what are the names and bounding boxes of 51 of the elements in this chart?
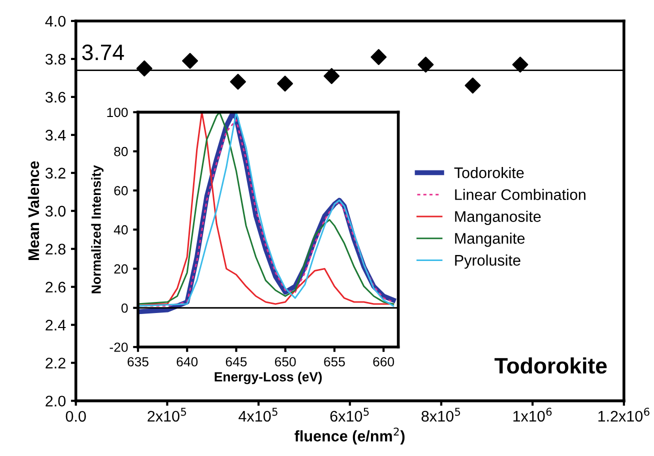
y-axis-title: Normalized Intensity bbox=[91, 165, 104, 294]
x-tick-label: 1.2x10$^{6}$ bbox=[598, 408, 650, 422]
x-tick-label: 2x10$^{5}$ bbox=[148, 408, 186, 422]
y-tick-label: 80 bbox=[114, 146, 128, 156]
legend-label: Manganite bbox=[455, 232, 525, 247]
y-tick-label: 3.4 bbox=[45, 130, 66, 141]
point bbox=[512, 56, 528, 73]
legend-label: Manganosite bbox=[455, 210, 541, 225]
x-tick-label: 645 bbox=[226, 357, 247, 366]
y-tick-label: 60 bbox=[114, 186, 128, 196]
x-tick-label: 0.0 bbox=[66, 410, 86, 422]
x-tick-label: 650 bbox=[274, 357, 296, 366]
ref-line-label: 3.74 bbox=[82, 44, 124, 60]
x-axis-title: fluence (e/nm$^{2}$) bbox=[294, 428, 405, 445]
x-tick-label: 1x10$^{6}$ bbox=[513, 408, 552, 422]
point bbox=[464, 78, 481, 94]
y-tick-label: 40 bbox=[114, 225, 128, 235]
point bbox=[136, 60, 152, 76]
y-axis-title: Mean Valence bbox=[28, 161, 40, 260]
x-tick-label: 6x10$^{5}$ bbox=[330, 408, 369, 422]
y-tick-label: 0 bbox=[121, 303, 128, 313]
y-tick-label: 2.0 bbox=[46, 396, 66, 407]
annotation: Todorokite bbox=[494, 357, 607, 374]
x-tick-label: 640 bbox=[176, 357, 198, 366]
point bbox=[370, 49, 387, 66]
y-tick-label: 2.8 bbox=[46, 244, 66, 255]
y-tick-label: 20 bbox=[114, 264, 128, 274]
y-tick-label: 2.2 bbox=[46, 358, 66, 368]
x-tick-label: 4x10$^{5}$ bbox=[238, 408, 278, 422]
x-tick-label: 655 bbox=[324, 357, 345, 366]
y-tick-label: 2.4 bbox=[46, 320, 66, 330]
point bbox=[277, 76, 294, 92]
x-tick-label: 8x10$^{5}$ bbox=[422, 408, 460, 422]
point bbox=[230, 74, 246, 90]
x-axis-title: Energy-Loss (eV) bbox=[214, 372, 322, 384]
x-tick-label: 660 bbox=[373, 357, 394, 366]
point bbox=[182, 52, 198, 69]
point bbox=[324, 68, 340, 84]
y-tick-label: 2.6 bbox=[46, 282, 66, 293]
y-tick-label: 3.8 bbox=[45, 54, 66, 65]
y-tick-label: -20 bbox=[110, 342, 128, 352]
point bbox=[418, 56, 434, 73]
y-tick-label: 3.0 bbox=[45, 206, 66, 217]
x-tick-label: 635 bbox=[128, 357, 148, 366]
y-tick-label: 100 bbox=[107, 108, 128, 118]
legend-label: Linear Combination bbox=[455, 188, 586, 200]
y-tick-label: 3.2 bbox=[45, 168, 66, 179]
legend-label: Pyrolusite bbox=[455, 254, 520, 269]
legend-label: Todorokite bbox=[454, 166, 524, 178]
y-tick-label: 3.6 bbox=[45, 92, 66, 103]
y-tick-label: 4.0 bbox=[45, 16, 66, 27]
